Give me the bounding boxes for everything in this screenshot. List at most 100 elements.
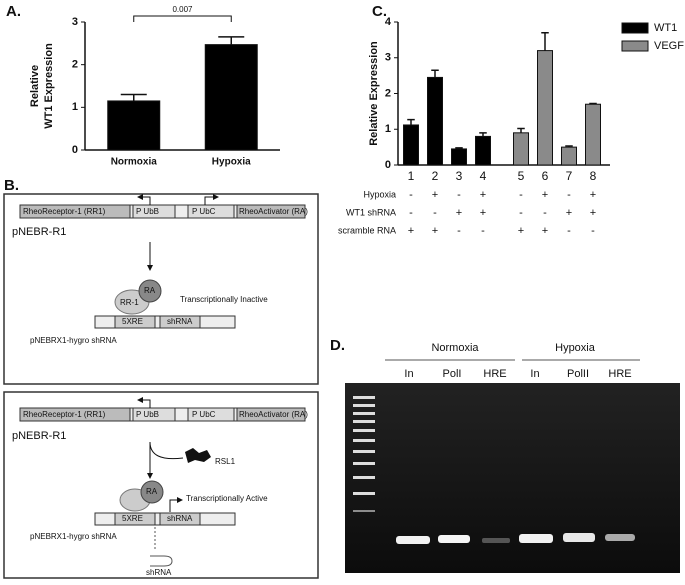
- condition-value: -: [457, 189, 461, 201]
- legend-swatch: [621, 22, 649, 34]
- condition-value: +: [432, 189, 438, 201]
- segment: [187, 407, 235, 422]
- segment-label: shRNA: [167, 514, 193, 523]
- condition-value: +: [456, 207, 462, 219]
- condition-value: -: [519, 189, 523, 201]
- panel-label: C.: [372, 3, 387, 20]
- complex: [138, 279, 162, 303]
- ligand-label: RSL1: [215, 457, 236, 466]
- condition-value: -: [567, 225, 571, 237]
- x-tick-label: Hypoxia: [212, 157, 251, 168]
- panel-label: B.: [4, 177, 19, 194]
- bar: [204, 44, 258, 151]
- y-tick-label: 0: [72, 144, 78, 156]
- segment: [132, 407, 176, 422]
- error-bar: [120, 93, 147, 101]
- x-tick-label: Normoxia: [111, 157, 158, 168]
- condition-value: +: [480, 207, 486, 219]
- hairpin: [150, 555, 173, 567]
- condition-value: -: [519, 207, 523, 219]
- bar: [475, 135, 491, 166]
- condition-value: +: [518, 225, 524, 237]
- segment-label: P UbC: [192, 410, 216, 419]
- error-bar: [407, 118, 415, 125]
- panel-label: D.: [330, 337, 345, 354]
- group-label: Hypoxia: [555, 342, 596, 354]
- legend-label: VEGF: [654, 40, 684, 52]
- segment: [19, 204, 131, 219]
- ligand: [185, 448, 211, 463]
- y-tick-label: 2: [385, 87, 391, 99]
- complex: [140, 480, 164, 504]
- segment-label: 5XRE: [122, 514, 143, 523]
- arrow: [204, 194, 219, 205]
- y-tick-label: 3: [385, 52, 391, 64]
- segment-label: P UbB: [136, 207, 159, 216]
- y-axis-label: Relative: [29, 65, 41, 107]
- lane-label: PolII: [567, 368, 589, 380]
- state: Transcriptionally Inactive: [180, 295, 268, 304]
- condition-label: WT1 shRNA: [346, 207, 396, 217]
- x-tick-label: 1: [408, 169, 415, 183]
- gel-image: [345, 383, 680, 573]
- y-axis-label: Relative Expression: [368, 41, 380, 146]
- ladder: [353, 396, 375, 512]
- condition-value: +: [432, 225, 438, 237]
- state: Transcriptionally Active: [186, 494, 268, 503]
- segment-label: shRNA: [167, 317, 193, 326]
- significance-bracket: [133, 15, 232, 22]
- x-tick-label: 8: [590, 169, 597, 183]
- diagram-bottom: RheoReceptor-1 (RR1) P UbB P UbC RheoAct…: [12, 397, 308, 577]
- error-bar: [589, 102, 597, 105]
- x-tick-label: 4: [480, 169, 487, 183]
- error-bar: [565, 145, 573, 148]
- group-label: Normoxia: [431, 342, 479, 354]
- y-tick-label: 0: [385, 159, 391, 171]
- segment: [159, 315, 201, 329]
- segment: [236, 204, 306, 219]
- condition-value: +: [542, 225, 548, 237]
- y-tick-label: 4: [385, 16, 392, 28]
- y-tick-label: 1: [72, 101, 78, 113]
- lane-label: PolI: [443, 368, 462, 380]
- segment-label: RheoReceptor-1 (RR1): [23, 207, 106, 216]
- bar: [513, 132, 529, 166]
- segment: [132, 204, 176, 219]
- segment-label: P UbB: [136, 410, 159, 419]
- arrow: [169, 497, 183, 512]
- plasmid-label: pNEBR-R1: [12, 430, 66, 442]
- condition-value: +: [590, 207, 596, 219]
- segment-label: RheoReceptor-1 (RR1): [23, 410, 106, 419]
- arrow: [137, 397, 151, 408]
- lane-label: In: [530, 368, 539, 380]
- x-tick-label: 7: [566, 169, 573, 183]
- band: [563, 533, 595, 542]
- x-tick-label: 5: [518, 169, 525, 183]
- bar: [561, 146, 577, 166]
- segment-label: P UbC: [192, 207, 216, 216]
- complex-label: RA: [144, 286, 156, 295]
- band: [482, 538, 510, 543]
- diagram-top: RheoReceptor-1 (RR1) P UbB P UbC RheoAct…: [12, 194, 308, 345]
- annotation: 0.007: [172, 5, 193, 14]
- bar: [427, 76, 443, 166]
- complex-label: RA: [146, 487, 158, 496]
- plasmid-label: pNEBR-R1: [12, 226, 66, 238]
- condition-value: -: [409, 189, 413, 201]
- condition-value: -: [543, 207, 547, 219]
- band: [605, 534, 635, 541]
- segment: [159, 512, 201, 526]
- panel-label: A.: [6, 3, 21, 20]
- condition-value: +: [590, 189, 596, 201]
- error-bar: [431, 69, 439, 78]
- arrow: [137, 194, 151, 205]
- x-tick-label: 6: [542, 169, 549, 183]
- segment-label: RheoActivator (RA): [239, 410, 308, 419]
- condition-value: -: [409, 207, 413, 219]
- condition-value: -: [481, 225, 485, 237]
- error-bar: [455, 147, 463, 149]
- band: [438, 535, 470, 543]
- segment: [114, 315, 156, 329]
- band: [519, 534, 553, 543]
